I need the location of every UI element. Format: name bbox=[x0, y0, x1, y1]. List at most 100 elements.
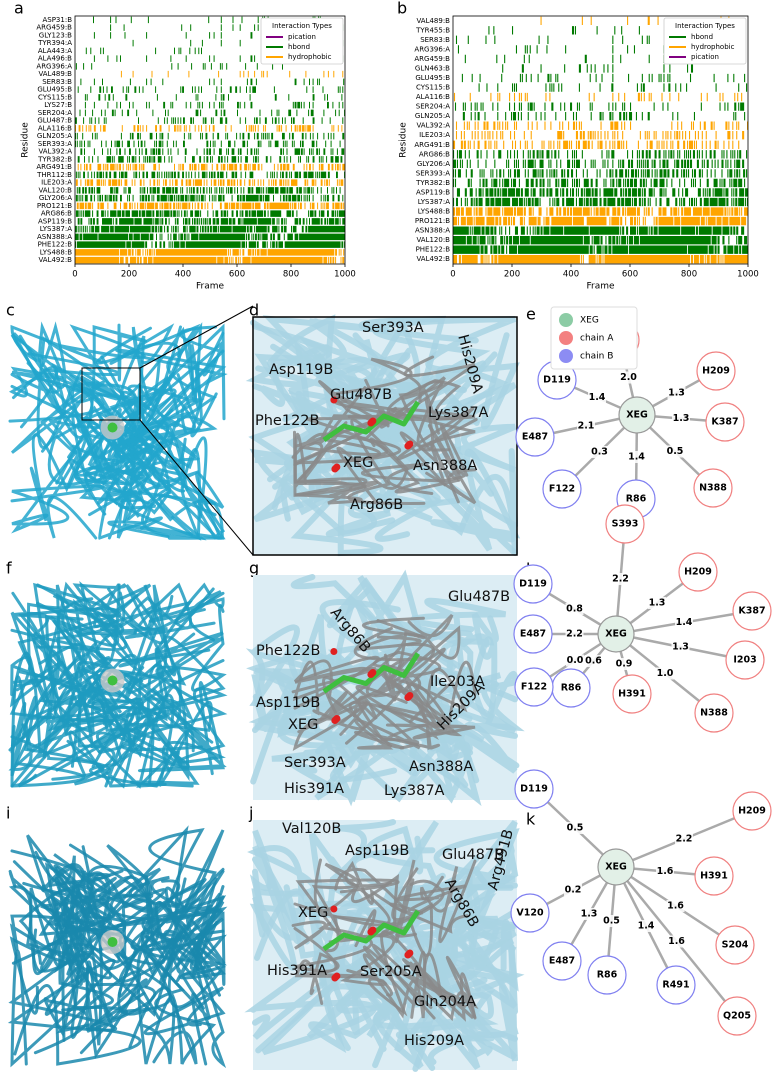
residue-label: GLN205:A bbox=[415, 112, 450, 120]
node-label: E487 bbox=[549, 956, 575, 967]
edge-label-bg bbox=[588, 391, 606, 404]
plot-frame bbox=[74, 15, 346, 265]
node bbox=[732, 591, 772, 631]
interaction-stripes bbox=[453, 197, 749, 207]
ribbon bbox=[55, 943, 142, 1059]
node bbox=[514, 667, 554, 707]
edge-label: 1.3 bbox=[668, 388, 685, 399]
edge-label-bg bbox=[566, 654, 584, 667]
atom bbox=[330, 648, 338, 655]
ribbon bbox=[7, 918, 117, 1068]
interaction-stripes bbox=[120, 70, 344, 78]
residue-label: GLY123:B bbox=[39, 31, 72, 39]
interaction-stripes bbox=[77, 163, 346, 171]
edge-label: 0.5 bbox=[667, 446, 684, 457]
residue-label: ARG459:B bbox=[414, 55, 450, 63]
x-tick-label: 200 bbox=[504, 270, 520, 280]
interaction-stripes bbox=[461, 73, 746, 83]
panel-label: f bbox=[6, 559, 12, 578]
edge-label-bg bbox=[666, 445, 684, 458]
interaction-stripes bbox=[75, 225, 346, 233]
panel-label: c bbox=[6, 301, 15, 320]
residue-label: Ser205A bbox=[360, 964, 422, 980]
residue-label: Asn388A bbox=[413, 458, 477, 474]
atom bbox=[406, 440, 414, 448]
residue-label: TYR455:B bbox=[415, 26, 450, 34]
residue-label: PHE122:B bbox=[416, 246, 451, 254]
residue-label: GLN463:B bbox=[415, 64, 450, 72]
residue-label: ARG86:B bbox=[41, 210, 72, 218]
node bbox=[612, 674, 652, 714]
legend-swatch bbox=[559, 349, 573, 363]
legend-label: chain B bbox=[580, 352, 613, 362]
ribbon bbox=[99, 431, 208, 521]
ribbon bbox=[82, 702, 195, 788]
residue-label: ASP119:B bbox=[416, 188, 450, 196]
edge-label: 0.5 bbox=[603, 916, 620, 927]
edge-label-bg bbox=[619, 371, 638, 384]
ribbon bbox=[10, 849, 127, 973]
ribbon bbox=[364, 620, 490, 687]
interaction-stripes bbox=[453, 235, 748, 245]
node-label: R86 bbox=[561, 683, 582, 694]
interaction-stripes bbox=[79, 109, 346, 117]
node bbox=[656, 965, 696, 1005]
interaction-stripes bbox=[76, 202, 345, 210]
ligand-sticks bbox=[322, 400, 420, 443]
node bbox=[694, 856, 734, 896]
residue-label: CYS115:B bbox=[416, 84, 450, 92]
residue-label: Arg86B bbox=[350, 497, 403, 513]
node bbox=[542, 469, 582, 509]
ribbon bbox=[55, 594, 139, 708]
residue-label: GLN205:A bbox=[37, 132, 72, 140]
node bbox=[513, 614, 553, 654]
residue-label: VAL120:B bbox=[416, 236, 450, 244]
x-tick-label: 400 bbox=[563, 270, 579, 280]
legend-label: hydrophobic bbox=[288, 53, 332, 61]
interaction-stripes bbox=[453, 255, 749, 264]
residue-label: VAL392:A bbox=[416, 122, 450, 130]
interaction-stripes bbox=[454, 102, 745, 111]
residue-label: LYS488:B bbox=[418, 208, 450, 216]
x-tick-label: 400 bbox=[175, 270, 191, 280]
atom bbox=[333, 715, 341, 722]
residue-label: GLU495:B bbox=[37, 86, 72, 94]
interaction-stripes bbox=[93, 16, 321, 24]
x-axis-label: Frame bbox=[586, 282, 615, 292]
residue-label: SER204:A bbox=[38, 109, 72, 117]
x-tick-label: 0 bbox=[72, 270, 77, 280]
ribbon bbox=[10, 324, 146, 422]
ribbon bbox=[420, 859, 477, 943]
residue-label: ALA496:B bbox=[38, 55, 72, 63]
edge-label-bg bbox=[565, 603, 584, 615]
x-tick-label: 1000 bbox=[737, 270, 759, 280]
residue-label: ARG86:B bbox=[419, 150, 450, 158]
ribbon bbox=[334, 860, 408, 914]
residue-label: XEG bbox=[298, 905, 328, 921]
panel-label: b bbox=[397, 0, 407, 18]
residue-label: ASN388:A bbox=[415, 227, 450, 235]
residue-label: Gln204A bbox=[414, 994, 476, 1010]
residue-label: GLU487:B bbox=[37, 117, 72, 125]
interaction-stripes bbox=[453, 140, 740, 149]
interaction-stripes bbox=[75, 194, 344, 202]
edge-label-bg bbox=[611, 573, 630, 585]
edge-label: 1.3 bbox=[673, 413, 690, 424]
node bbox=[732, 791, 772, 831]
interaction-stripes bbox=[80, 78, 345, 86]
edge-label-bg bbox=[672, 412, 690, 425]
residue-label: Lys387A bbox=[384, 783, 445, 799]
residue-label: VAL392:A bbox=[38, 148, 72, 156]
legend-label: XEG bbox=[580, 316, 599, 326]
edge-label: 1.6 bbox=[668, 936, 685, 947]
interaction-stripes bbox=[76, 187, 341, 194]
residue-label: Ser393A bbox=[362, 320, 424, 336]
edge-label-bg bbox=[637, 920, 655, 932]
edge-label: 2.1 bbox=[578, 421, 595, 432]
node bbox=[725, 640, 765, 680]
node bbox=[715, 925, 755, 965]
node-label: N388 bbox=[700, 708, 728, 719]
ribbon bbox=[79, 581, 176, 677]
residue-label: Glu487B bbox=[330, 387, 392, 403]
y-axis-label: Residue bbox=[21, 122, 31, 158]
